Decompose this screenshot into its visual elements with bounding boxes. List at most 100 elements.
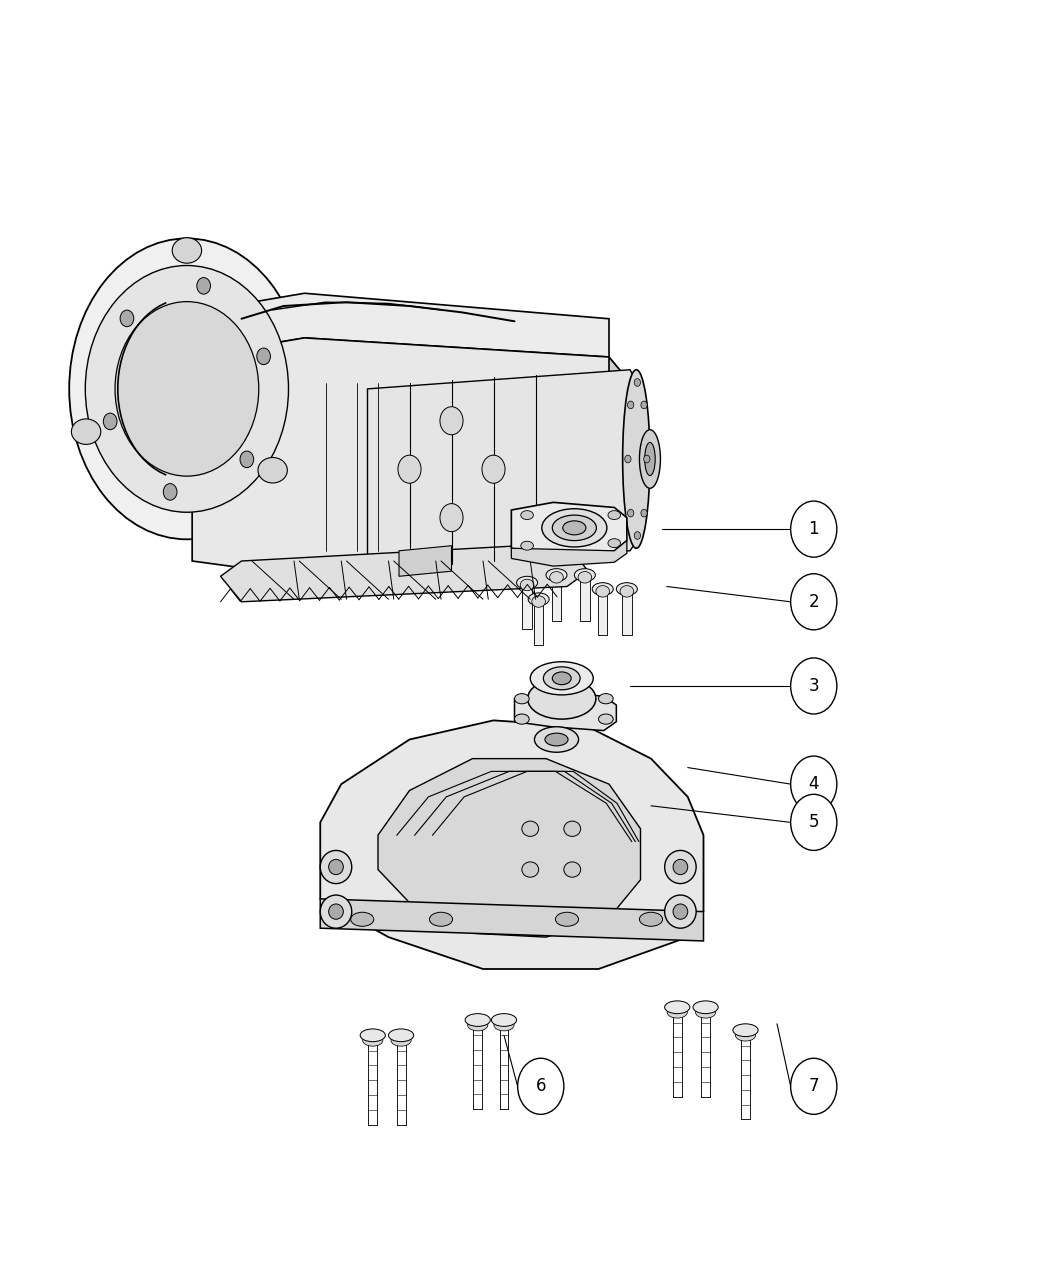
Ellipse shape <box>391 1035 412 1046</box>
Ellipse shape <box>693 1001 718 1014</box>
Ellipse shape <box>514 714 529 724</box>
Ellipse shape <box>521 542 533 551</box>
Ellipse shape <box>639 913 663 926</box>
Ellipse shape <box>735 1030 756 1040</box>
Ellipse shape <box>164 483 177 500</box>
Ellipse shape <box>546 569 567 581</box>
Text: 6: 6 <box>536 1077 546 1095</box>
Ellipse shape <box>552 515 596 541</box>
Polygon shape <box>368 370 640 564</box>
Ellipse shape <box>491 1014 517 1026</box>
Ellipse shape <box>667 1007 688 1017</box>
Ellipse shape <box>574 766 593 776</box>
Ellipse shape <box>695 1007 716 1017</box>
Ellipse shape <box>578 571 592 583</box>
Ellipse shape <box>71 419 101 445</box>
Ellipse shape <box>542 509 607 547</box>
Ellipse shape <box>559 762 571 771</box>
Ellipse shape <box>542 750 561 760</box>
Ellipse shape <box>172 237 202 263</box>
Ellipse shape <box>103 413 117 430</box>
Polygon shape <box>192 293 609 357</box>
Ellipse shape <box>665 1001 690 1014</box>
Ellipse shape <box>552 672 571 685</box>
Ellipse shape <box>521 579 534 590</box>
Ellipse shape <box>538 766 550 775</box>
Ellipse shape <box>581 750 600 760</box>
Ellipse shape <box>665 895 696 928</box>
Polygon shape <box>534 599 544 645</box>
Ellipse shape <box>527 678 596 719</box>
Ellipse shape <box>467 1020 488 1030</box>
Ellipse shape <box>329 904 343 919</box>
Polygon shape <box>598 589 607 635</box>
Text: 1: 1 <box>808 520 819 538</box>
Ellipse shape <box>625 455 631 463</box>
Polygon shape <box>580 771 588 810</box>
Polygon shape <box>399 546 452 576</box>
Polygon shape <box>552 575 561 621</box>
Ellipse shape <box>116 302 258 476</box>
Ellipse shape <box>545 733 568 746</box>
Ellipse shape <box>616 583 637 595</box>
Ellipse shape <box>598 714 613 724</box>
Ellipse shape <box>545 752 558 761</box>
Ellipse shape <box>564 821 581 836</box>
Ellipse shape <box>398 455 421 483</box>
Ellipse shape <box>329 859 343 875</box>
Ellipse shape <box>564 745 576 754</box>
Ellipse shape <box>320 850 352 884</box>
Polygon shape <box>378 759 640 937</box>
Ellipse shape <box>673 904 688 919</box>
Polygon shape <box>523 583 531 629</box>
Ellipse shape <box>531 595 546 607</box>
Polygon shape <box>220 543 588 602</box>
Ellipse shape <box>628 402 634 409</box>
Ellipse shape <box>534 727 579 752</box>
Ellipse shape <box>561 742 580 752</box>
Ellipse shape <box>550 571 564 583</box>
Ellipse shape <box>429 913 453 926</box>
Text: 3: 3 <box>808 677 819 695</box>
Ellipse shape <box>555 760 574 770</box>
Polygon shape <box>192 338 630 576</box>
Polygon shape <box>511 502 627 556</box>
Circle shape <box>518 1058 564 1114</box>
Ellipse shape <box>639 430 660 488</box>
Circle shape <box>791 794 837 850</box>
Circle shape <box>791 658 837 714</box>
Ellipse shape <box>69 238 304 539</box>
Ellipse shape <box>522 821 539 836</box>
Ellipse shape <box>584 752 596 761</box>
Ellipse shape <box>620 585 634 597</box>
Ellipse shape <box>120 310 133 326</box>
Ellipse shape <box>555 913 579 926</box>
Ellipse shape <box>544 667 580 690</box>
Ellipse shape <box>530 662 593 695</box>
Ellipse shape <box>665 850 696 884</box>
Ellipse shape <box>578 769 590 778</box>
Circle shape <box>791 756 837 812</box>
Polygon shape <box>581 575 590 621</box>
Polygon shape <box>514 692 616 731</box>
Circle shape <box>791 501 837 557</box>
Ellipse shape <box>514 694 529 704</box>
Ellipse shape <box>564 862 581 877</box>
Ellipse shape <box>440 504 463 532</box>
Ellipse shape <box>521 511 533 520</box>
Text: 2: 2 <box>808 593 819 611</box>
Ellipse shape <box>563 520 586 536</box>
Ellipse shape <box>644 455 650 463</box>
Ellipse shape <box>85 265 289 513</box>
Polygon shape <box>586 755 594 793</box>
Ellipse shape <box>640 509 647 516</box>
Polygon shape <box>547 755 555 793</box>
Text: 4: 4 <box>808 775 819 793</box>
Ellipse shape <box>240 451 254 468</box>
Ellipse shape <box>592 583 613 595</box>
Polygon shape <box>511 541 627 566</box>
Ellipse shape <box>628 509 634 516</box>
Polygon shape <box>609 357 630 561</box>
Ellipse shape <box>634 379 640 386</box>
Ellipse shape <box>595 585 610 597</box>
